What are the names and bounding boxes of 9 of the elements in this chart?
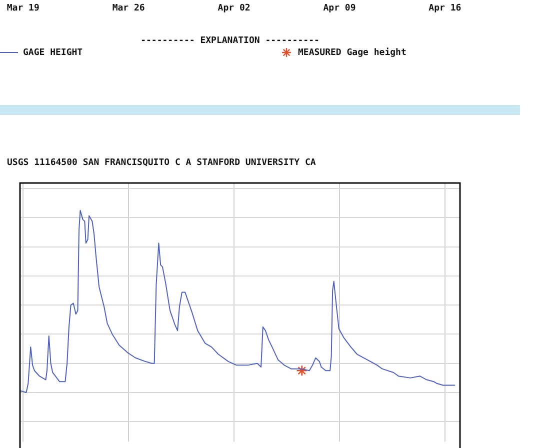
- chart-title: USGS 11164500 SAN FRANCISQUITO C A STANFORD UNIVERSITY CA: [7, 158, 316, 168]
- x-tick-label: Apr 16: [428, 3, 462, 14]
- x-tick-label: Mar 26: [112, 3, 145, 14]
- legend-title: ---------- EXPLANATION ----------: [140, 36, 320, 46]
- legend-label: MEASURED Gage height: [297, 48, 406, 58]
- x-tick-label: Apr 02: [218, 3, 250, 14]
- legend-label: GAGE HEIGHT: [22, 48, 83, 58]
- x-tick-label: Apr 09: [323, 3, 356, 14]
- x-tick-label: Mar 19: [6, 3, 40, 14]
